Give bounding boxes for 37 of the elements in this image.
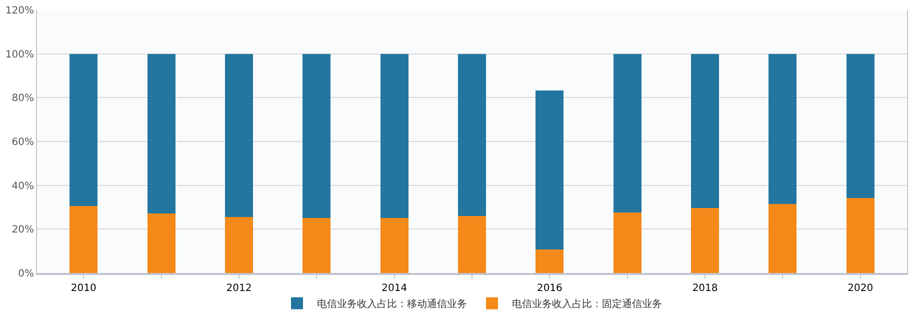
bar [768,204,797,273]
bar [224,54,253,218]
x-tick-label: 2012 [226,283,252,294]
y-tick-label: 80% [12,93,34,104]
bar [70,206,98,273]
y-tick-label: 20% [12,224,34,236]
bar [380,54,408,218]
bar [302,54,331,218]
bar [380,218,408,273]
legend-label: 电信业务收入占比：移动通信业务 [317,298,467,310]
x-tick-label: 2018 [692,283,718,294]
bar [147,54,176,214]
x-tick-label: 2016 [536,283,562,294]
bar [536,90,564,250]
bar [768,54,797,204]
y-tick-label: 100% [5,49,34,60]
bar [458,54,486,216]
bar [536,250,564,273]
y-tick-label: 120% [5,6,34,16]
bar [846,198,874,273]
bar [613,54,642,213]
y-tick-label: 40% [12,180,34,192]
bar [691,54,720,208]
bar [846,54,874,198]
x-tick-label: 2020 [848,283,874,294]
bar [302,218,331,273]
legend-label: 电信业务收入占比：固定通信业务 [512,298,662,310]
y-tick-label: 0% [18,268,34,280]
bar [613,212,642,273]
x-tick-label: 2014 [382,283,408,294]
bar [691,208,720,273]
bar [70,54,98,206]
bar [458,216,486,273]
y-tick-label: 60% [12,137,34,148]
bar [147,213,176,273]
x-tick-label: 2010 [70,283,96,294]
bar [224,217,253,273]
